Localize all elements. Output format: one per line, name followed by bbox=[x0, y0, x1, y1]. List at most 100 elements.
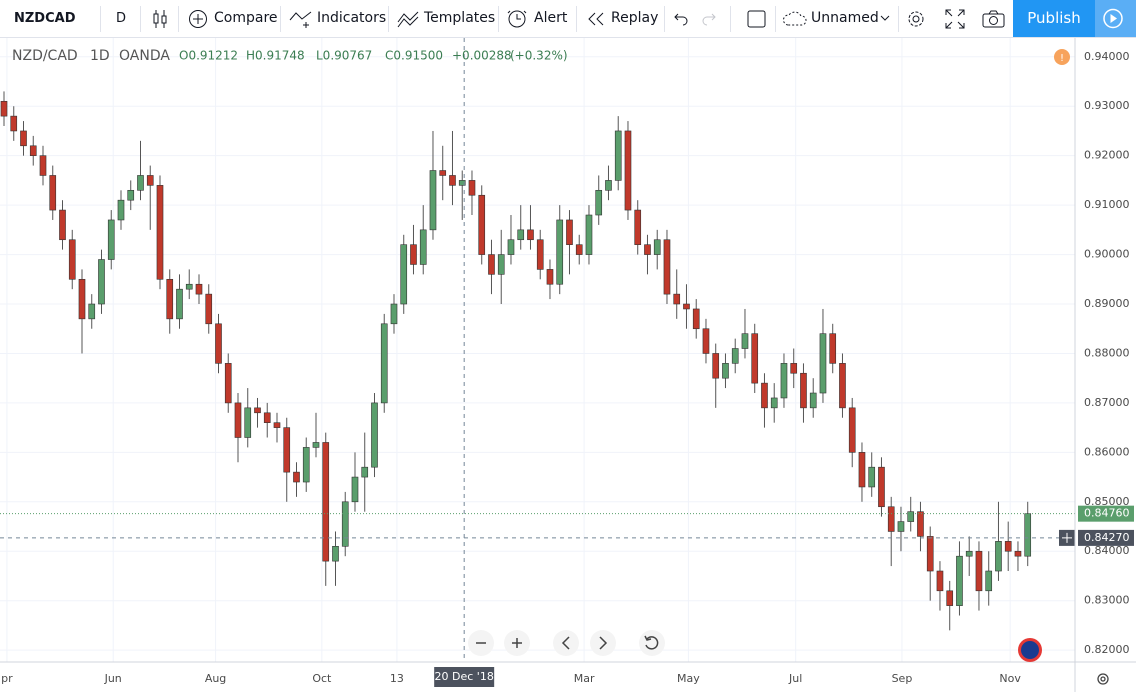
legend-close: C0.91500 bbox=[385, 49, 443, 63]
legend-open: O0.91212 bbox=[179, 49, 238, 63]
compare-button[interactable]: Compare bbox=[214, 10, 278, 26]
separator bbox=[898, 6, 899, 32]
layout-icon[interactable] bbox=[747, 10, 767, 47]
candle-body bbox=[751, 333, 759, 384]
candle-body bbox=[995, 541, 1002, 572]
replay-button[interactable]: Replay bbox=[611, 10, 659, 26]
separator bbox=[140, 6, 141, 32]
candle-body bbox=[858, 452, 866, 488]
candle-body bbox=[20, 130, 27, 147]
cloud-icon[interactable] bbox=[782, 9, 808, 46]
candle-body bbox=[839, 363, 846, 409]
candle-body bbox=[244, 407, 252, 438]
separator bbox=[178, 6, 179, 32]
y-tick-label: 0.93000 bbox=[1084, 99, 1130, 112]
candle-body bbox=[975, 550, 983, 592]
candle-body bbox=[176, 288, 183, 320]
separator bbox=[100, 6, 101, 32]
candle-body bbox=[926, 536, 934, 572]
candle-body bbox=[878, 466, 885, 508]
replay-icon[interactable] bbox=[587, 11, 605, 48]
candle-body bbox=[224, 363, 232, 404]
candle-body bbox=[449, 175, 456, 186]
candle-body bbox=[332, 545, 339, 562]
candle-body bbox=[556, 219, 564, 285]
separator bbox=[280, 6, 281, 32]
legend-symbol: NZD/CAD bbox=[12, 48, 78, 64]
candle-body bbox=[371, 402, 378, 468]
y-tick-label: 0.85000 bbox=[1084, 495, 1130, 508]
candle-body bbox=[566, 219, 573, 245]
y-tick-label: 0.86000 bbox=[1084, 445, 1130, 458]
separator bbox=[775, 6, 776, 32]
interval-button[interactable]: D bbox=[116, 11, 127, 26]
indicators-icon[interactable] bbox=[289, 10, 313, 47]
nav-buttons[interactable] bbox=[468, 630, 665, 656]
templates-icon[interactable] bbox=[397, 10, 421, 47]
candle-body bbox=[205, 293, 213, 325]
candle-body bbox=[965, 550, 973, 557]
flag-icon[interactable] bbox=[1018, 638, 1042, 662]
candle-body bbox=[0, 100, 8, 117]
play-button[interactable] bbox=[1095, 0, 1136, 37]
candle-body bbox=[107, 219, 115, 260]
x-tick-label: Mar bbox=[574, 672, 595, 685]
snapshot-button[interactable] bbox=[982, 10, 1006, 47]
candle-body bbox=[868, 466, 876, 488]
undo-redo[interactable] bbox=[672, 11, 718, 48]
alert-button[interactable]: Alert bbox=[534, 10, 568, 26]
legend-interval: 1D bbox=[90, 48, 110, 64]
candle-body bbox=[809, 392, 817, 409]
candle-body bbox=[78, 278, 86, 320]
alert-icon[interactable] bbox=[507, 9, 529, 46]
candle-body bbox=[468, 180, 476, 196]
candle-body bbox=[341, 501, 349, 547]
legend-change-pct: (+0.32%) bbox=[510, 49, 568, 63]
candle-body bbox=[731, 348, 739, 364]
y-tick-label: 0.83000 bbox=[1084, 594, 1130, 607]
separator bbox=[498, 6, 499, 32]
fullscreen-button[interactable] bbox=[945, 9, 965, 46]
y-tick-label: 0.90000 bbox=[1084, 248, 1130, 261]
candle-body bbox=[410, 244, 417, 265]
candle-body bbox=[673, 293, 681, 305]
publish-button[interactable]: Publish bbox=[1013, 0, 1095, 37]
separator bbox=[576, 6, 577, 32]
separator bbox=[388, 6, 389, 32]
layout-dropdown[interactable] bbox=[880, 15, 890, 52]
candle-body bbox=[185, 283, 193, 290]
legend-high: H0.91748 bbox=[246, 49, 305, 63]
candle-body bbox=[595, 189, 603, 216]
candle-body bbox=[322, 442, 330, 562]
candle-body bbox=[517, 229, 525, 241]
candle-body bbox=[644, 244, 651, 255]
candle-body bbox=[478, 194, 486, 255]
crosshair-x-label: 20 Dec '18 bbox=[435, 670, 494, 683]
settings-button[interactable] bbox=[905, 8, 927, 45]
candle-body bbox=[488, 254, 495, 275]
settings-icon[interactable] bbox=[1097, 673, 1109, 685]
candle-body bbox=[790, 363, 798, 374]
candle-body bbox=[215, 323, 222, 364]
candle-body bbox=[29, 145, 37, 156]
compare-icon[interactable] bbox=[188, 9, 208, 46]
alert-badge[interactable]: ! bbox=[1054, 49, 1070, 65]
candle-body bbox=[195, 283, 203, 295]
crosshair-y-tag bbox=[1078, 529, 1134, 546]
candle-body bbox=[400, 244, 408, 305]
indicators-button[interactable]: Indicators bbox=[317, 10, 387, 26]
candle-body bbox=[137, 175, 144, 191]
layout-name[interactable]: Unnamed bbox=[811, 10, 879, 26]
candle-body bbox=[985, 570, 993, 592]
plot-area bbox=[0, 38, 1075, 662]
candle-body bbox=[897, 521, 905, 532]
chart-type-button[interactable] bbox=[152, 9, 168, 46]
y-tick-label: 0.91000 bbox=[1084, 198, 1130, 211]
symbol-search[interactable]: NZDCAD bbox=[14, 11, 76, 26]
candle-body bbox=[712, 353, 720, 379]
x-tick-label: Jun bbox=[104, 672, 122, 685]
templates-button[interactable]: Templates bbox=[424, 10, 496, 26]
x-tick-label: May bbox=[677, 672, 700, 685]
